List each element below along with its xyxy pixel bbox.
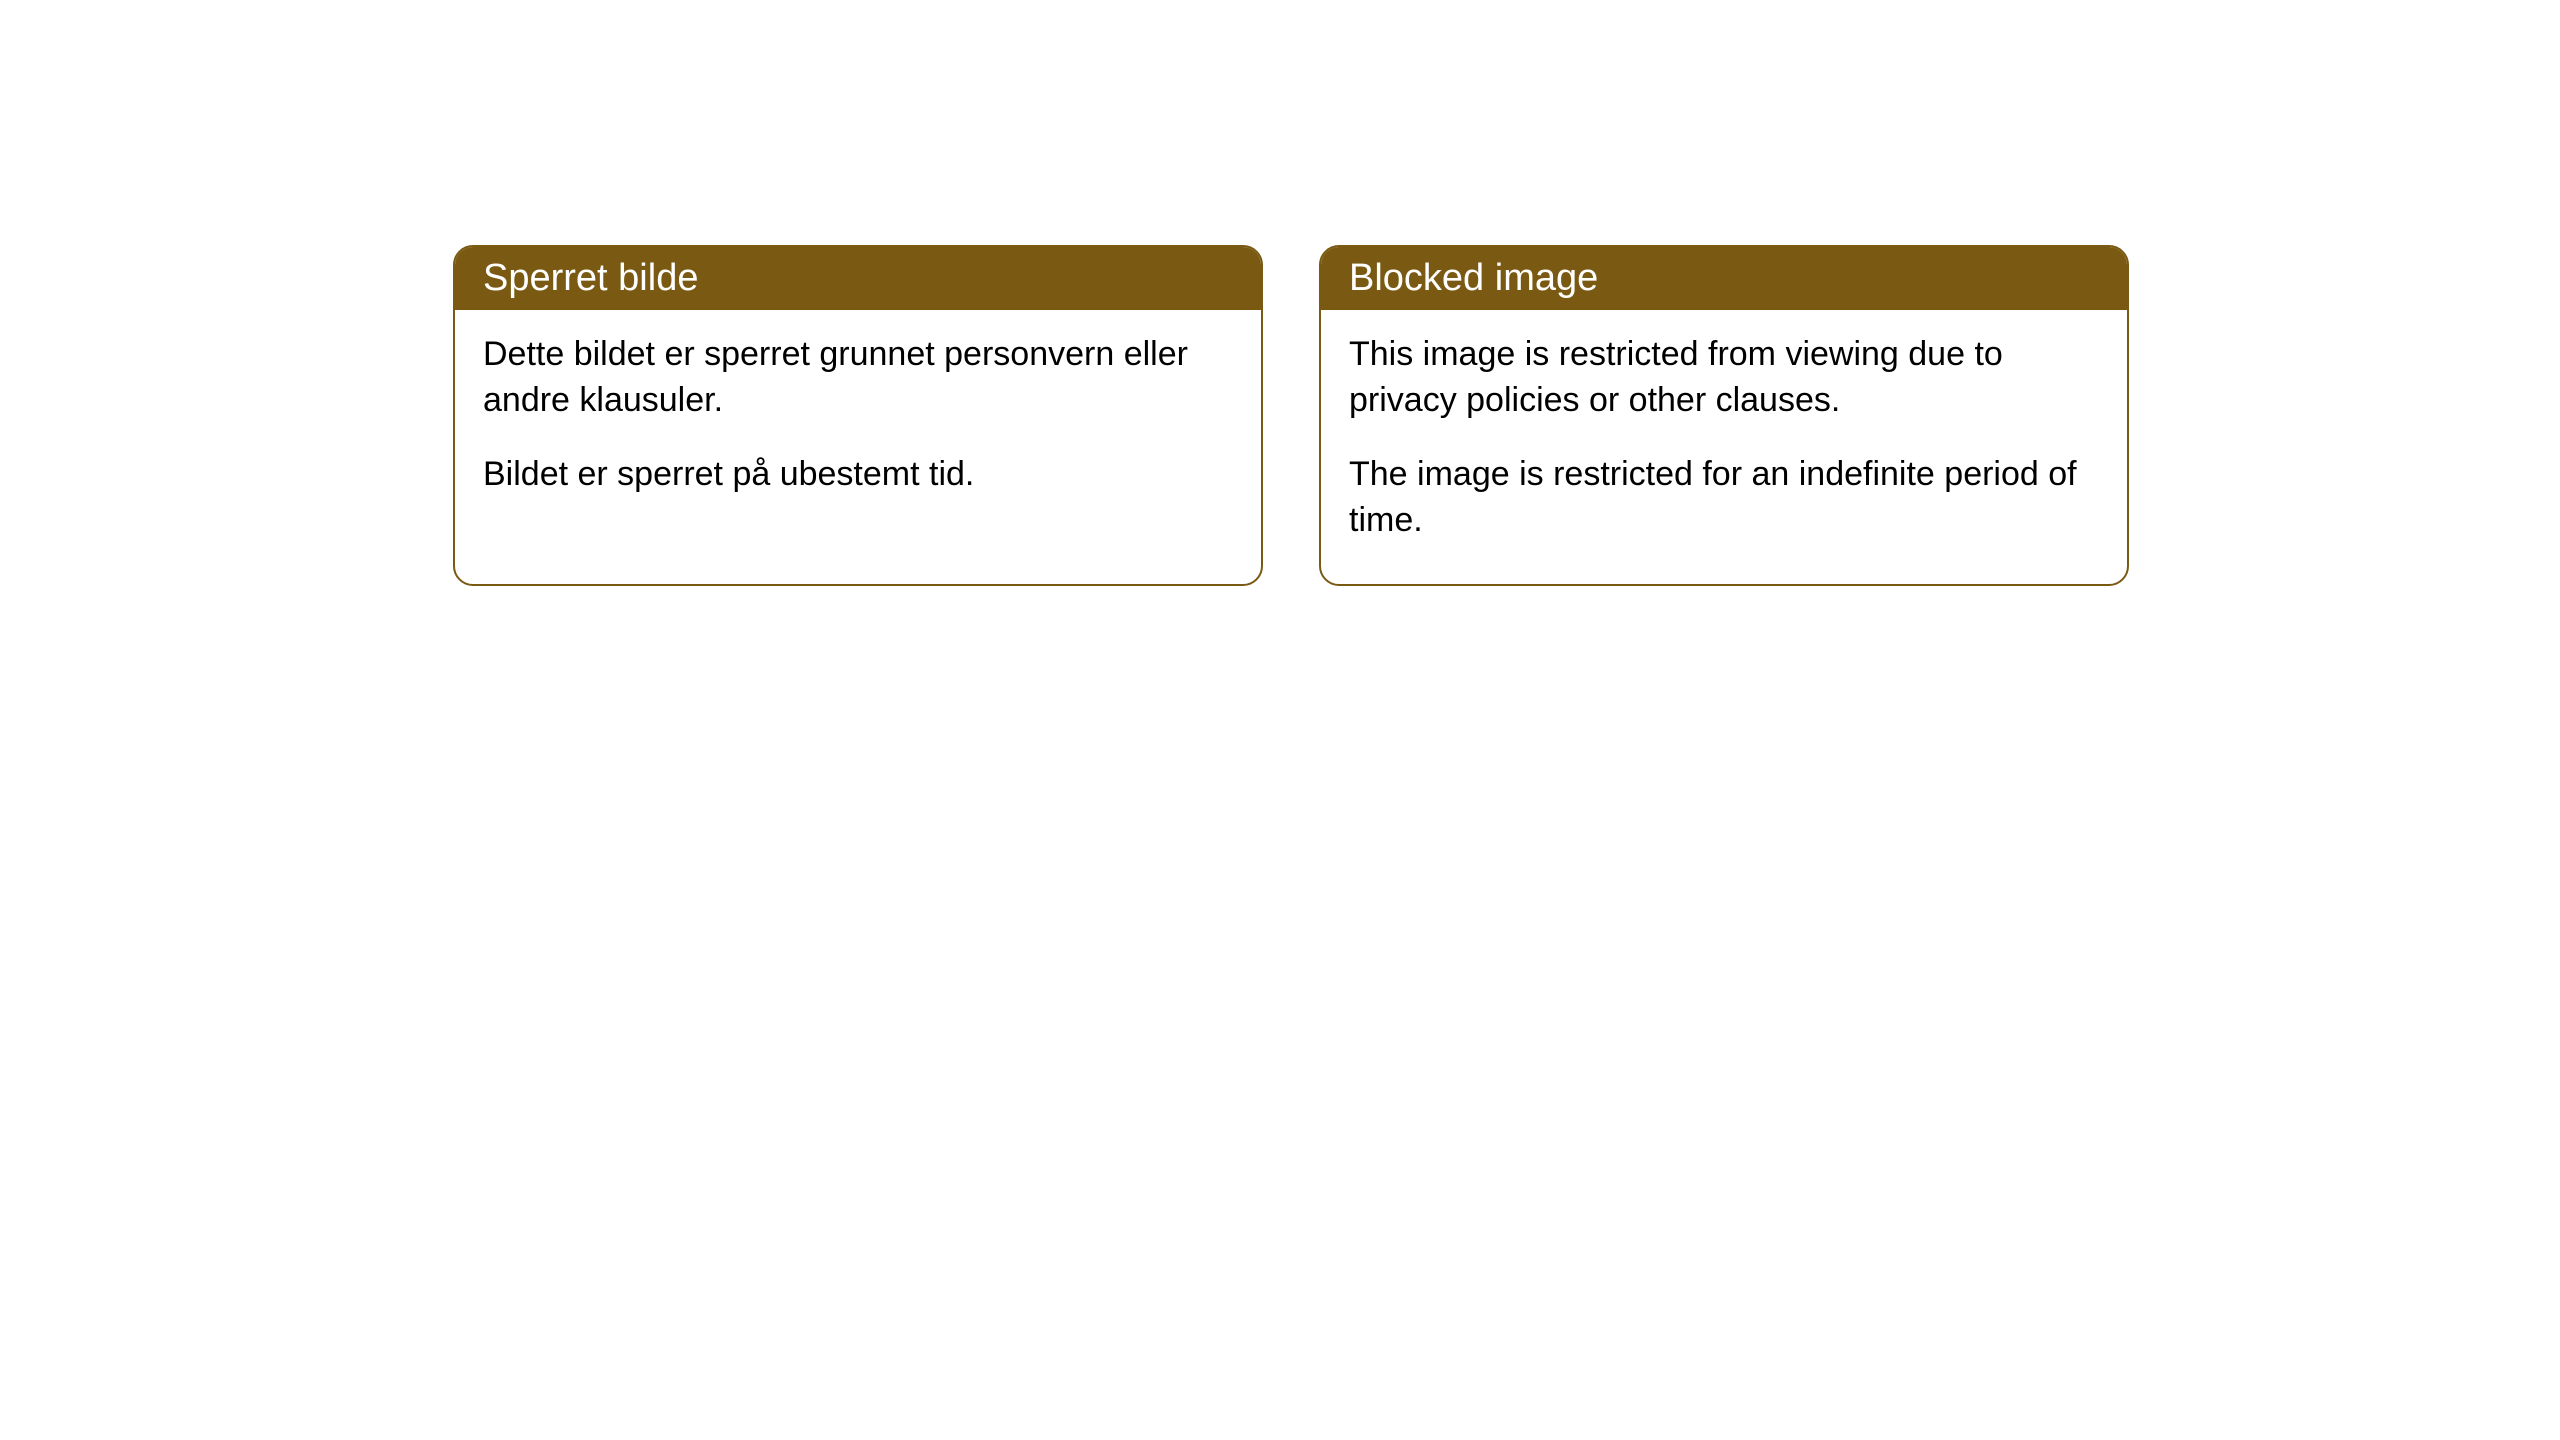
notice-cards-container: Sperret bilde Dette bildet er sperret gr… bbox=[453, 245, 2129, 586]
card-paragraph: Dette bildet er sperret grunnet personve… bbox=[483, 332, 1233, 424]
card-paragraph: The image is restricted for an indefinit… bbox=[1349, 452, 2099, 544]
card-paragraph: Bildet er sperret på ubestemt tid. bbox=[483, 452, 1233, 498]
notice-card-english: Blocked image This image is restricted f… bbox=[1319, 245, 2129, 586]
card-body: This image is restricted from viewing du… bbox=[1321, 310, 2127, 584]
card-paragraph: This image is restricted from viewing du… bbox=[1349, 332, 2099, 424]
card-title: Sperret bilde bbox=[483, 257, 698, 299]
card-body: Dette bildet er sperret grunnet personve… bbox=[455, 310, 1261, 538]
notice-card-norwegian: Sperret bilde Dette bildet er sperret gr… bbox=[453, 245, 1263, 586]
card-title: Blocked image bbox=[1349, 257, 1598, 299]
card-header: Blocked image bbox=[1321, 247, 2127, 310]
card-header: Sperret bilde bbox=[455, 247, 1261, 310]
